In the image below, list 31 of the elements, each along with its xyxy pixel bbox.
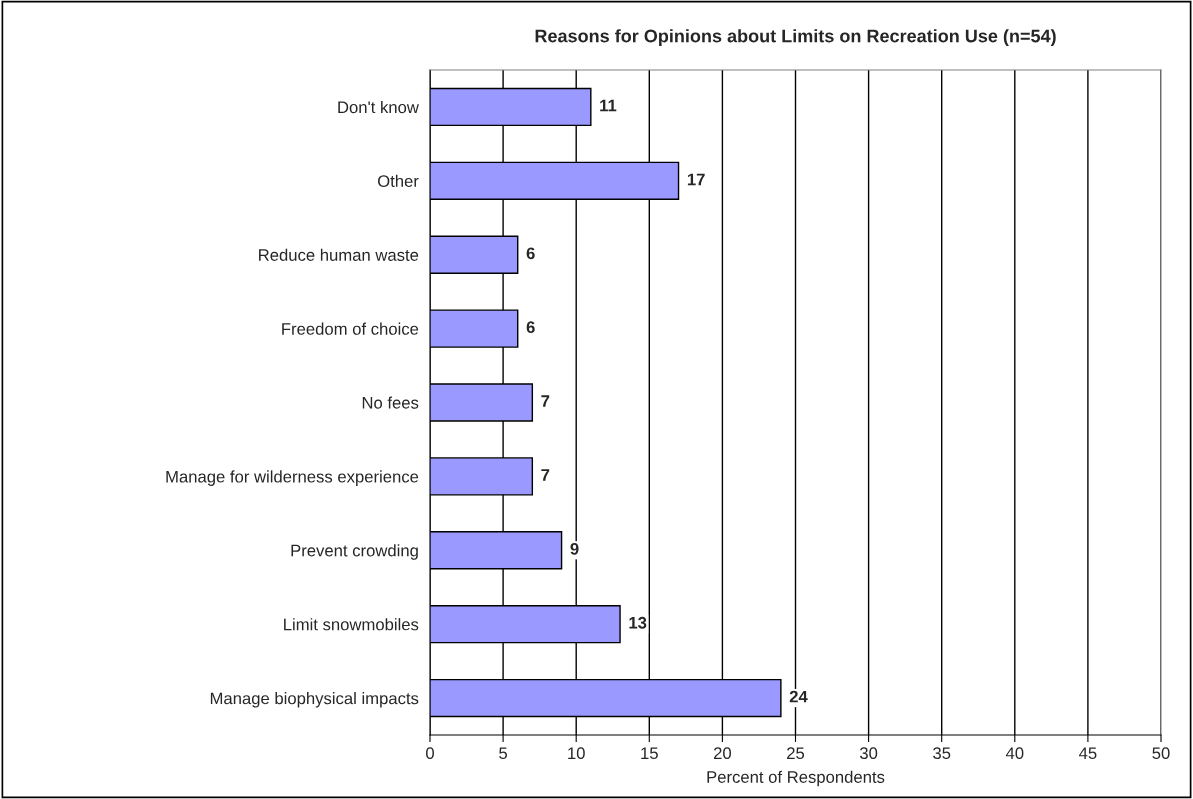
y-tick-label: Freedom of choice [282, 322, 419, 335]
data-label: 17 [687, 173, 705, 186]
x-tick-label: 0 [426, 747, 434, 760]
y-tick-label: Don't know [338, 100, 419, 114]
x-tick-label: 5 [499, 747, 508, 760]
x-tick-label: 45 [1079, 747, 1097, 760]
data-label: 9 [570, 542, 579, 555]
x-tick-label: 20 [713, 747, 732, 760]
y-tick-label: Manage for wilderness experience [166, 470, 419, 486]
x-tick-label: 35 [933, 747, 951, 760]
data-label: 11 [600, 99, 617, 112]
y-tick-label: No fees [362, 396, 419, 409]
x-tick-label: 10 [568, 747, 585, 760]
y-tick-label: Manage biophysical impacts [210, 692, 419, 708]
x-axis-title: Percent of Respondents [707, 770, 885, 787]
data-label: 6 [526, 247, 535, 260]
data-label: 7 [541, 395, 550, 407]
data-label: 6 [526, 321, 535, 334]
y-tick-label: Prevent crowding [291, 544, 418, 560]
y-tick-label: Limit snowmobiles [284, 618, 419, 631]
y-tick-label: Other [378, 174, 419, 188]
chart-title: Reasons for Opinions about Limits on Recreation Use (n=54) [535, 29, 1056, 46]
x-tick-label: 15 [641, 747, 658, 760]
y-tick-label: Reduce human waste [259, 248, 419, 261]
data-label: 13 [629, 616, 647, 629]
data-label: 24 [789, 690, 808, 703]
x-tick-label: 50 [1152, 747, 1170, 760]
data-label: 7 [541, 469, 550, 481]
x-tick-label: 25 [787, 747, 805, 760]
x-tick-label: 30 [859, 747, 878, 760]
x-tick-label: 40 [1005, 747, 1024, 760]
